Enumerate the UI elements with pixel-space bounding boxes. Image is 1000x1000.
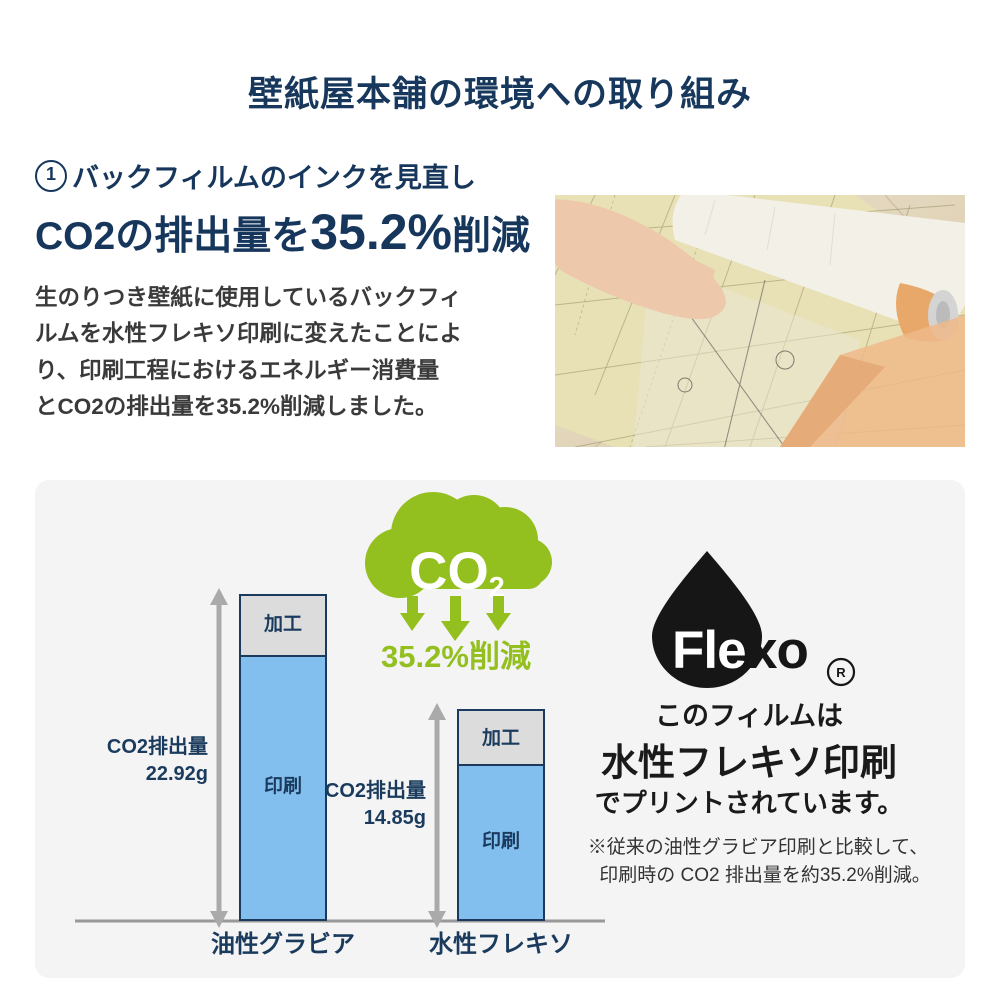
- svg-text:CO2排出量: CO2排出量: [325, 778, 426, 802]
- svg-text:22.92g: 22.92g: [146, 763, 208, 785]
- svg-text:でプリントされています。: でプリントされています。: [595, 788, 904, 818]
- svg-text:※従来の油性グラビア印刷と比較して、: ※従来の油性グラビア印刷と比較して、: [588, 836, 928, 858]
- svg-text:水性フレキソ: 水性フレキソ: [429, 931, 573, 958]
- svg-text:R: R: [836, 665, 846, 680]
- svg-text:加工: 加工: [481, 727, 520, 749]
- svg-text:このフィルムは: このフィルムは: [655, 701, 843, 731]
- svg-text:CO2排出量: CO2排出量: [107, 734, 208, 758]
- svg-text:Fle: Fle: [672, 621, 746, 680]
- svg-text:xo: xo: [748, 621, 808, 680]
- svg-text:印刷: 印刷: [264, 775, 302, 797]
- svg-text:水性フレキソ印刷: 水性フレキソ印刷: [601, 742, 897, 783]
- svg-text:35.2%削減: 35.2%削減: [381, 639, 531, 674]
- svg-text:印刷時の CO2 排出量を約35.2%削減。: 印刷時の CO2 排出量を約35.2%削減。: [599, 864, 931, 886]
- svg-text:印刷: 印刷: [482, 830, 520, 852]
- svg-text:油性グラビア: 油性グラビア: [211, 931, 355, 958]
- svg-text:加工: 加工: [263, 613, 302, 635]
- svg-text:14.85g: 14.85g: [364, 807, 426, 829]
